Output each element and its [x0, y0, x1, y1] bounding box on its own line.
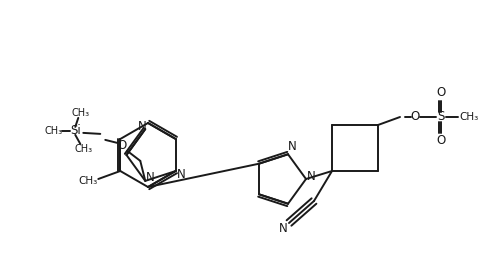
Text: O: O [118, 140, 127, 152]
Text: N: N [307, 170, 315, 182]
Text: CH₃: CH₃ [79, 176, 98, 186]
Text: CH₃: CH₃ [459, 112, 479, 122]
Text: N: N [279, 222, 287, 236]
Text: O: O [411, 111, 420, 123]
Text: Si: Si [70, 124, 81, 137]
Text: O: O [436, 87, 446, 99]
Text: S: S [437, 111, 445, 123]
Text: N: N [146, 171, 155, 184]
Text: N: N [138, 120, 146, 132]
Text: CH₃: CH₃ [74, 144, 92, 154]
Text: N: N [288, 140, 297, 153]
Text: CH₃: CH₃ [71, 108, 89, 118]
Text: O: O [436, 135, 446, 147]
Text: CH₃: CH₃ [44, 126, 62, 136]
Text: N: N [177, 168, 186, 180]
